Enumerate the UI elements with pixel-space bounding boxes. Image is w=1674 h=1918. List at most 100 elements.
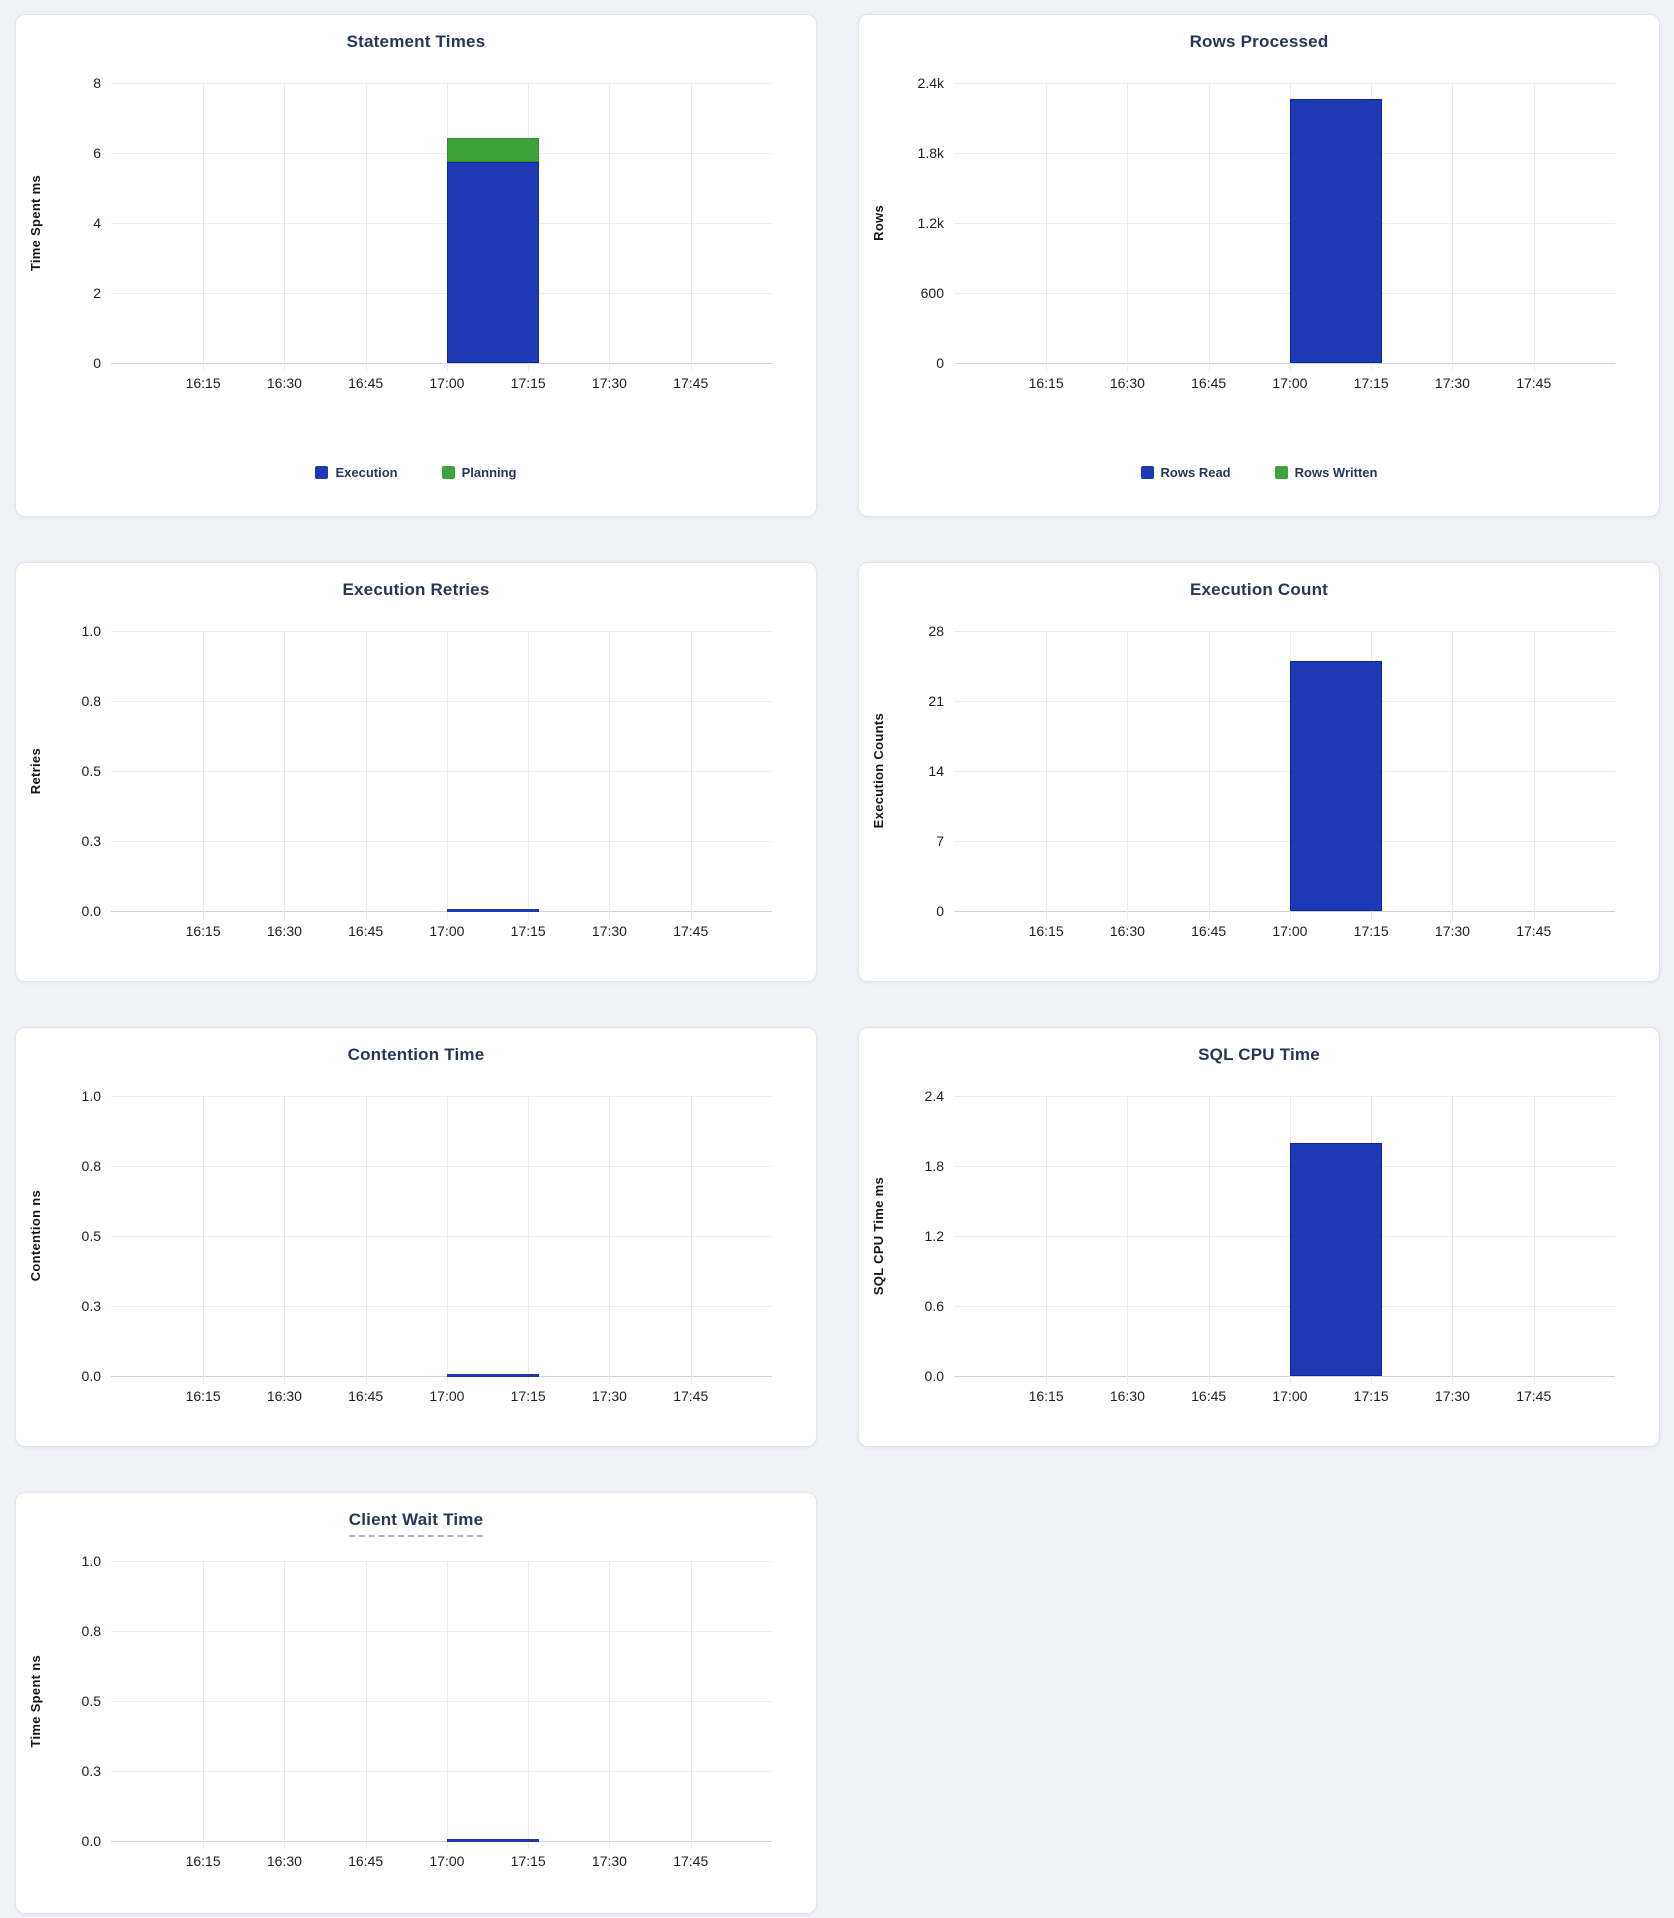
- v-gridline: [365, 1561, 367, 1849]
- h-gridline: [111, 1236, 772, 1237]
- v-gridline: [609, 83, 611, 371]
- v-gridline: [1452, 83, 1454, 371]
- x-axis-ticks: 16:15 16:30 16:45 17:00 17:15 17:30 17:45: [111, 1841, 772, 1881]
- legend-swatch-icon: [441, 466, 455, 479]
- x-axis-line: [954, 911, 1615, 912]
- h-gridline: [111, 1096, 772, 1097]
- chart-card-execution-retries: Execution Retries Retries 1.0 0.8 0.5 0.3 0.…: [15, 562, 817, 982]
- v-gridline: [528, 1561, 530, 1849]
- x-tick-label: 16:45: [348, 923, 384, 939]
- chart-title: SQL CPU Time: [1198, 1045, 1320, 1064]
- y-axis-label: Contention ns: [27, 1190, 43, 1282]
- h-gridline: [954, 631, 1615, 632]
- x-tick-label: 16:30: [1109, 923, 1145, 939]
- x-axis-line: [111, 1376, 772, 1377]
- bar: [1289, 83, 1382, 363]
- v-gridline: [284, 1561, 286, 1849]
- chart-body: Time Spent ms 8 6 4 2 0: [16, 75, 816, 371]
- y-tick-label: 0.3: [81, 1298, 101, 1314]
- v-gridline: [1208, 631, 1210, 919]
- y-axis-label: Execution Counts: [870, 713, 886, 829]
- h-gridline: [111, 223, 772, 224]
- x-tick-label: 16:45: [348, 1853, 384, 1869]
- y-tick-label: 2.4k: [917, 75, 944, 91]
- y-tick-label: 1.0: [81, 623, 101, 639]
- legend-swatch-icon: [315, 466, 329, 479]
- y-axis-label-column: Rows: [859, 83, 897, 363]
- plot-area: [111, 1096, 772, 1384]
- zero-value-line: [446, 1839, 539, 1842]
- y-axis-label: Time Spent ms: [27, 174, 43, 272]
- chart-card-statement-times: Statement Times Time Spent ms 8 6 4 2 0 16:1…: [15, 14, 817, 517]
- y-axis-ticks: 1.0 0.8 0.5 0.3 0.0: [54, 1553, 111, 1849]
- plot-area: [111, 83, 772, 371]
- v-gridline: [203, 631, 205, 919]
- h-gridline: [954, 293, 1615, 294]
- h-gridline: [111, 841, 772, 842]
- y-axis-ticks: 2.4k 1.8k 1.2k 600 0: [897, 75, 954, 371]
- v-gridline: [1127, 1096, 1129, 1384]
- v-gridline: [1046, 631, 1048, 919]
- y-tick-label: 1.8k: [917, 145, 944, 161]
- x-tick-label: 17:30: [591, 375, 627, 391]
- v-gridline: [690, 1561, 692, 1849]
- zero-value-line: [446, 909, 539, 912]
- chart-title-row: Execution Count: [859, 579, 1659, 601]
- x-tick-label: 16:15: [1028, 923, 1064, 939]
- bar-segment: [1289, 661, 1382, 911]
- x-axis-ticks: 16:15 16:30 16:45 17:00 17:15 17:30 17:45: [111, 1376, 772, 1416]
- x-tick-label: 17:30: [1434, 375, 1470, 391]
- x-tick-label: 17:00: [1272, 923, 1308, 939]
- chart-title-row: Client Wait Time: [16, 1509, 816, 1537]
- chart-body: Time Spent ns 1.0 0.8 0.5 0.3 0.0: [16, 1553, 816, 1849]
- y-tick-label: 7: [936, 833, 944, 849]
- chart-title-row: Execution Retries: [16, 579, 816, 601]
- x-tick-label: 16:45: [1191, 923, 1227, 939]
- y-tick-label: 2: [93, 285, 101, 301]
- y-axis-ticks: 1.0 0.8 0.5 0.3 0.0: [54, 623, 111, 919]
- chart-title-row: Contention Time: [16, 1044, 816, 1066]
- v-gridline: [1208, 83, 1210, 371]
- y-tick-label: 0.0: [81, 1368, 101, 1384]
- x-tick-label: 16:15: [1028, 1388, 1064, 1404]
- y-tick-label: 0.0: [81, 903, 101, 919]
- legend-label: Rows Read: [1160, 465, 1231, 480]
- chart-title: Rows Processed: [1189, 32, 1329, 51]
- h-gridline: [111, 631, 772, 632]
- h-gridline: [111, 771, 772, 772]
- h-gridline: [111, 701, 772, 702]
- v-gridline: [446, 1561, 448, 1849]
- bar: [446, 83, 539, 363]
- y-tick-label: 14: [928, 763, 944, 779]
- x-tick-label: 16:30: [266, 1388, 302, 1404]
- chart-title: Execution Count: [1189, 580, 1329, 599]
- y-tick-label: 4: [93, 215, 101, 231]
- v-gridline: [1452, 1096, 1454, 1384]
- v-gridline: [1452, 631, 1454, 919]
- chart-legend: Execution Planning: [16, 465, 816, 480]
- y-tick-label: 0.0: [924, 1368, 944, 1384]
- chart-title-row: Statement Times: [16, 31, 816, 53]
- x-tick-label: 16:15: [185, 1853, 221, 1869]
- v-gridline: [203, 83, 205, 371]
- v-gridline: [690, 1096, 692, 1384]
- h-gridline: [111, 1306, 772, 1307]
- x-tick-label: 17:00: [429, 375, 465, 391]
- v-gridline: [1533, 1096, 1535, 1384]
- x-axis-ticks: 16:15 16:30 16:45 17:00 17:15 17:30 17:45: [111, 363, 772, 403]
- y-tick-label: 0.8: [81, 1623, 101, 1639]
- x-tick-label: 16:15: [185, 375, 221, 391]
- chart-card-rows-processed: Rows Processed Rows 2.4k 1.8k 1.2k 600 0 16:…: [858, 14, 1660, 517]
- h-gridline: [111, 1561, 772, 1562]
- y-tick-label: 1.8: [924, 1158, 944, 1174]
- v-gridline: [609, 1561, 611, 1849]
- legend-label: Planning: [461, 465, 517, 480]
- v-gridline: [1127, 631, 1129, 919]
- y-tick-label: 28: [928, 623, 944, 639]
- bar: [1289, 1096, 1382, 1376]
- v-gridline: [609, 631, 611, 919]
- chart-title-help[interactable]: Client Wait Time: [348, 1509, 484, 1537]
- h-gridline: [954, 1306, 1615, 1307]
- y-tick-label: 0.5: [81, 763, 101, 779]
- bar: [1289, 631, 1382, 911]
